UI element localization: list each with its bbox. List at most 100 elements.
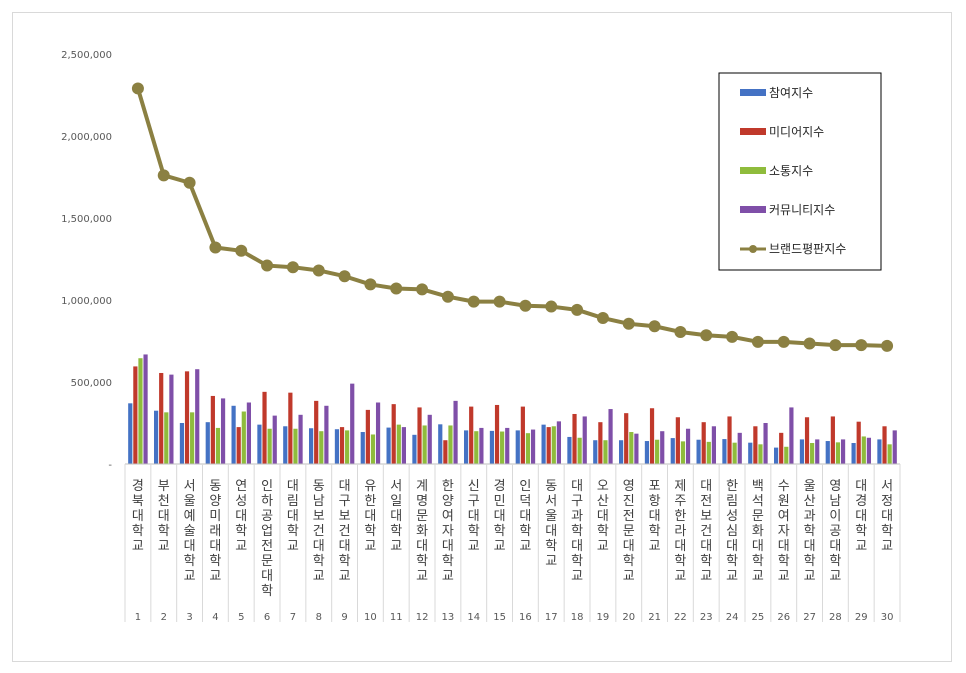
x-tick-label-char: 학 <box>442 554 454 569</box>
x-tick-label-char: 학 <box>339 554 351 569</box>
x-tick-label-char: 원 <box>778 494 790 509</box>
x-tick-label-char: 교 <box>519 539 531 554</box>
x-tick-label-char: 여 <box>442 509 454 524</box>
bar <box>479 427 484 464</box>
x-tick-label-char: 심 <box>726 524 738 539</box>
x-tick-label-char: 업 <box>261 524 273 539</box>
rank-label: 6 <box>264 612 270 623</box>
bar <box>365 409 370 464</box>
bar <box>345 430 350 464</box>
x-tick-label-char: 대 <box>339 539 351 554</box>
x-tick-label-char: 래 <box>209 524 221 539</box>
line-point <box>777 335 790 348</box>
x-tick-label-char: 인 <box>261 479 273 494</box>
bar <box>525 433 531 464</box>
x-tick-label-char: 화 <box>416 524 428 539</box>
x-tick-label-char: 대 <box>442 539 454 554</box>
x-tick-label-char: 대 <box>494 509 506 524</box>
bar <box>128 403 133 464</box>
bar <box>711 426 716 464</box>
rank-label: 17 <box>545 612 558 623</box>
x-tick-label-char: 산 <box>597 494 609 509</box>
x-tick-label-char: 과 <box>804 509 816 524</box>
x-tick-label-char: 교 <box>778 569 790 584</box>
x-tick-label-char: 교 <box>158 539 170 554</box>
x-tick-label-char: 경 <box>494 479 506 494</box>
x-tick-label-char: 이 <box>829 509 841 524</box>
bar <box>412 434 417 464</box>
x-tick-label-char: 교 <box>804 569 816 584</box>
bar <box>138 358 143 464</box>
bar <box>334 429 340 464</box>
x-tick-label-char: 학 <box>468 524 480 539</box>
bar <box>660 431 665 464</box>
x-tick-label-char: 예 <box>184 509 196 524</box>
x-tick-label-char: 대 <box>855 479 867 494</box>
legend-swatch <box>740 206 766 213</box>
line-point <box>803 337 816 350</box>
bar <box>184 371 190 464</box>
bar <box>608 409 613 464</box>
x-tick-label-char: 화 <box>752 524 764 539</box>
x-tick-label-char: 라 <box>674 524 686 539</box>
x-tick-label-char: 오 <box>597 479 609 494</box>
rank-label: 24 <box>726 612 739 623</box>
legend-label: 소통지수 <box>769 164 813 178</box>
bar <box>267 428 272 464</box>
bar <box>577 437 582 464</box>
x-tick-label-char: 천 <box>158 494 170 509</box>
x-tick-label-char: 성 <box>235 494 247 509</box>
bar <box>840 439 846 464</box>
x-tick-label-char: 북 <box>132 494 144 509</box>
bar <box>520 406 525 464</box>
bar <box>851 443 856 464</box>
bar <box>603 440 608 464</box>
x-tick-label-char: 명 <box>416 494 428 509</box>
x-tick-label-char: 정 <box>881 494 893 509</box>
rank-label: 9 <box>341 612 347 623</box>
rank-label: 15 <box>493 612 506 623</box>
bar <box>624 413 629 464</box>
bar <box>272 415 277 464</box>
x-tick-label-char: 교 <box>649 539 661 554</box>
bar <box>799 439 805 464</box>
bar <box>298 414 303 464</box>
x-tick-label-char: 대 <box>700 539 712 554</box>
rank-label: 18 <box>571 612 584 623</box>
bar <box>582 416 587 464</box>
x-tick-label-char: 울 <box>184 494 196 509</box>
x-tick-label-char: 교 <box>674 569 686 584</box>
bar <box>464 430 469 464</box>
x-tick-label-char: 학 <box>209 554 221 569</box>
x-tick-label-char: 학 <box>287 524 299 539</box>
x-tick-label-char: 림 <box>287 494 299 509</box>
bar <box>339 427 345 464</box>
x-tick-label-char: 전 <box>623 509 635 524</box>
x-tick-label-char: 경 <box>132 479 144 494</box>
x-tick-label-char: 교 <box>364 539 376 554</box>
bar <box>391 404 396 464</box>
x-tick-label-char: 산 <box>804 494 816 509</box>
bar <box>169 374 174 464</box>
rank-label: 10 <box>364 612 377 623</box>
legend-swatch <box>740 128 766 135</box>
x-tick-label-char: 덕 <box>519 494 531 509</box>
x-tick-label-char: 계 <box>416 479 428 494</box>
x-tick-label-char: 대 <box>287 509 299 524</box>
bar <box>727 416 732 464</box>
x-tick-label-char: 대 <box>364 509 376 524</box>
rank-label: 20 <box>622 612 635 623</box>
x-tick-label-char: 백 <box>752 479 764 494</box>
x-tick-label-char: 항 <box>649 494 661 509</box>
bar <box>319 431 324 464</box>
x-tick-label-char: 대 <box>597 509 609 524</box>
x-tick-label-char: 교 <box>571 569 583 584</box>
x-tick-label-char: 교 <box>881 539 893 554</box>
bar <box>722 439 727 464</box>
bar <box>396 424 401 464</box>
bar <box>680 441 686 464</box>
x-tick-label-char: 학 <box>313 554 325 569</box>
x-tick-label-char: 한 <box>442 479 454 494</box>
x-tick-label-char: 대 <box>235 509 247 524</box>
bar <box>257 424 262 464</box>
